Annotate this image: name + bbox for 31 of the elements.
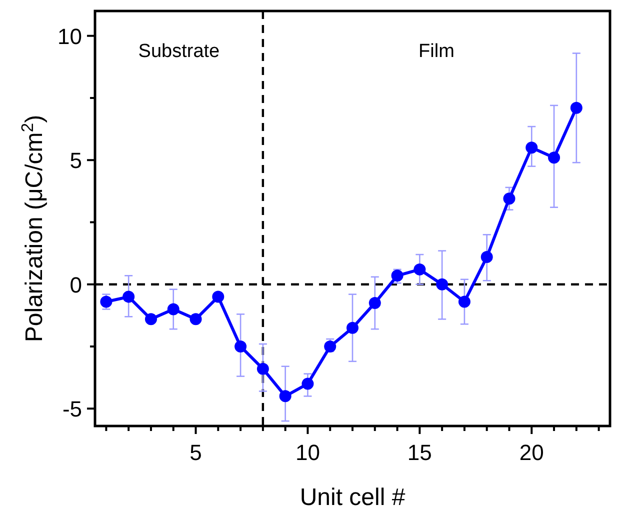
point xyxy=(190,313,202,326)
point xyxy=(302,378,314,390)
point xyxy=(234,340,247,352)
y-tick-label: 10 xyxy=(58,24,82,49)
point xyxy=(256,362,269,375)
y-tick-label: 0 xyxy=(70,272,82,298)
point xyxy=(414,263,426,276)
y-tick-label: 5 xyxy=(70,148,82,174)
x-tick-label: 10 xyxy=(295,440,320,465)
point xyxy=(212,290,224,303)
point xyxy=(436,278,448,290)
point xyxy=(548,152,560,164)
point xyxy=(144,313,157,326)
x-tick-label: 15 xyxy=(407,440,432,465)
annotation: Substrate xyxy=(138,41,220,62)
point xyxy=(279,390,292,402)
point xyxy=(346,322,358,334)
annotation: Film xyxy=(418,41,454,62)
y-tick-label: -5 xyxy=(62,396,82,422)
x-tick-label: 20 xyxy=(519,440,544,465)
point xyxy=(480,251,493,264)
point xyxy=(458,296,470,308)
point xyxy=(526,142,538,154)
x-tick-label: 5 xyxy=(190,440,202,465)
point xyxy=(167,303,180,316)
point xyxy=(100,296,112,308)
point xyxy=(570,102,582,114)
point xyxy=(368,296,381,309)
x-axis-title: Unit cell # xyxy=(300,484,406,511)
point xyxy=(122,290,135,303)
point xyxy=(503,192,516,205)
